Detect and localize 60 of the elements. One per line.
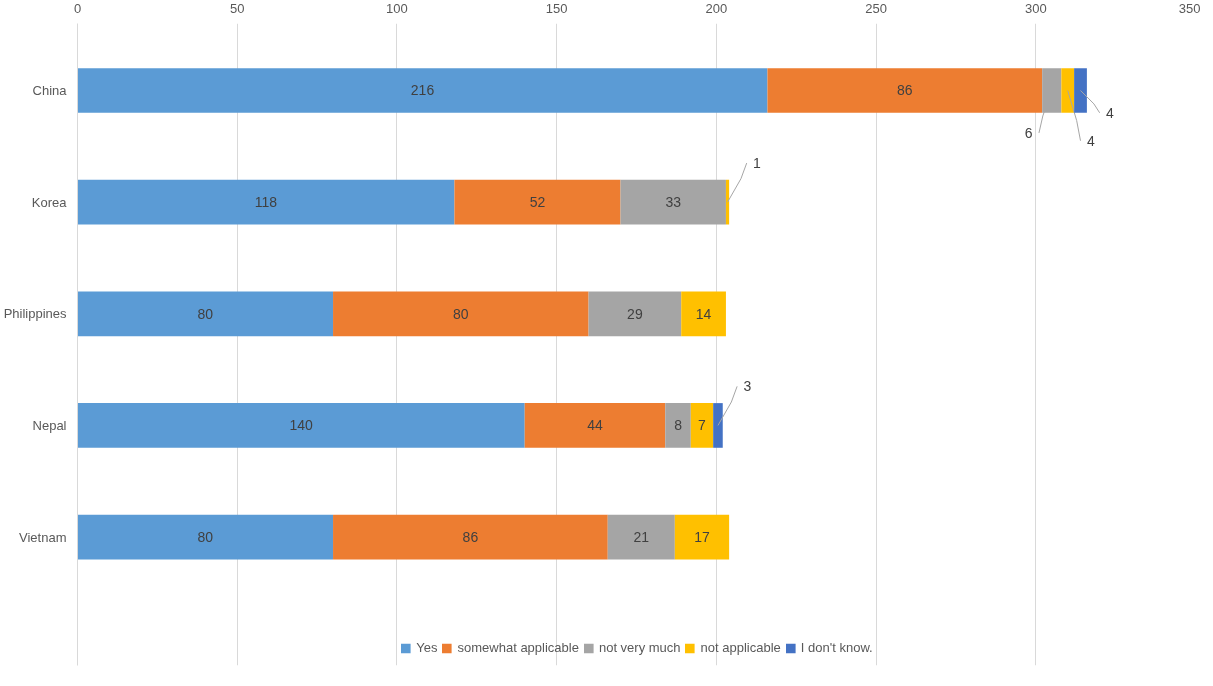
data-label: 86: [897, 82, 913, 99]
bar: [607, 514, 675, 560]
y-tick-label: China: [32, 82, 68, 98]
data-label: 86: [462, 529, 479, 546]
legend-label: not very much: [598, 640, 681, 655]
y-tick-label: Korea: [31, 194, 68, 210]
data-label: 140: [289, 417, 313, 434]
bar: [77, 514, 334, 560]
y-tick-label: Philippines: [3, 306, 67, 322]
bar: [690, 403, 714, 448]
x-tick-label: 350: [1178, 0, 1201, 16]
bar: [77, 179, 455, 225]
data-label: 80: [197, 305, 214, 322]
bar: [1061, 68, 1075, 113]
data-label: 21: [633, 529, 650, 546]
bar: [77, 291, 334, 337]
bar: [713, 403, 723, 448]
y-tick-label: Nepal: [32, 417, 67, 433]
bar: [454, 179, 621, 225]
data-label: 118: [254, 194, 278, 211]
data-label: 8: [674, 417, 683, 434]
data-label: 29: [627, 305, 643, 322]
bar: [767, 68, 1043, 113]
x-tick-label: 150: [545, 0, 568, 16]
data-label: 6: [1024, 124, 1033, 141]
bar: [333, 291, 589, 337]
bar: [1074, 68, 1087, 113]
x-tick-label: 50: [229, 0, 245, 16]
x-tick-label: 300: [1024, 0, 1047, 16]
data-label: 1: [753, 155, 762, 172]
data-label: 3: [743, 378, 752, 395]
bar: [674, 514, 730, 560]
data-label: 80: [453, 305, 469, 322]
bar: [524, 403, 666, 448]
data-label: 52: [529, 194, 546, 211]
x-tick-label: 0: [73, 0, 82, 16]
legend-label: somewhat applicable: [457, 640, 579, 655]
legend-label: Yes: [416, 640, 438, 655]
bar: [333, 514, 608, 560]
data-label: 80: [197, 529, 214, 546]
bar: [588, 291, 682, 337]
legend-label: I don't know.: [800, 640, 873, 655]
y-tick-label: Vietnam: [19, 529, 67, 545]
data-label: 4: [1106, 104, 1115, 121]
x-tick-label: 200: [705, 0, 728, 16]
data-label: 216: [410, 82, 435, 99]
data-label: 14: [695, 305, 712, 322]
data-label: 44: [587, 417, 603, 434]
data-label: 33: [665, 194, 682, 211]
data-label: 4: [1086, 132, 1095, 149]
bar: [77, 403, 525, 448]
data-label: 17: [694, 529, 710, 546]
x-tick-label: 250: [865, 0, 887, 16]
bar: [665, 403, 691, 448]
data-label: 7: [698, 417, 707, 434]
bar: [725, 179, 730, 225]
bar: [681, 291, 726, 337]
legend-label: not applicable: [700, 640, 781, 655]
x-tick-label: 100: [386, 0, 408, 16]
bar: [77, 68, 768, 113]
